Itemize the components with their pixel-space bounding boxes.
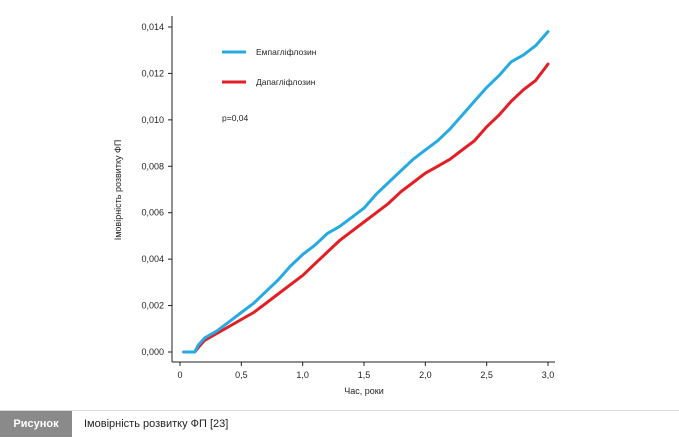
x-tick-label: 3,0 [542, 370, 555, 380]
y-tick-label: 0,008 [141, 161, 164, 171]
legend: Емпагліфлозин Дапагліфлозин [222, 47, 317, 87]
figure-caption: Рисунок Імовірність розвитку ФП [23] [0, 410, 679, 437]
series-group [182, 30, 550, 354]
x-tick-label: 1,0 [296, 370, 309, 380]
x-axis-ticks: 0 0,5 1,0 1,5 2,0 2,5 3,0 [177, 362, 554, 380]
series-line [182, 62, 550, 354]
y-tick-label: 0,010 [141, 115, 164, 125]
y-axis-title: Імовірність розвитку ФП [113, 140, 123, 241]
y-tick-label: 0,004 [141, 254, 164, 264]
p-value-annotation: p=0,04 [222, 113, 249, 123]
legend-label: Емпагліфлозин [256, 47, 317, 57]
y-tick-label: 0,002 [141, 301, 164, 311]
caption-text: Імовірність розвитку ФП [23] [84, 418, 229, 430]
y-tick-label: 0,012 [141, 68, 164, 78]
x-tick-label: 2,0 [419, 370, 432, 380]
x-tick-label: 2,5 [480, 370, 493, 380]
x-axis-title: Час, роки [344, 386, 383, 396]
legend-label: Дапагліфлозин [256, 77, 316, 87]
y-tick-label: 0,000 [141, 347, 164, 357]
x-tick-label: 0 [177, 370, 182, 380]
caption-label: Рисунок [0, 411, 72, 437]
y-tick-label: 0,006 [141, 208, 164, 218]
x-tick-label: 1,5 [358, 370, 371, 380]
y-tick-label: 0,014 [141, 22, 164, 32]
x-tick-label: 0,5 [235, 370, 248, 380]
chart: 0 0,5 1,0 1,5 2,0 2,5 3,0 0,000 0,002 0,004 0,006… [113, 16, 555, 396]
y-axis-ticks: 0,000 0,002 0,004 0,006 0,008 0,010 0,012 0,014 [141, 22, 172, 357]
series-line [182, 30, 550, 354]
